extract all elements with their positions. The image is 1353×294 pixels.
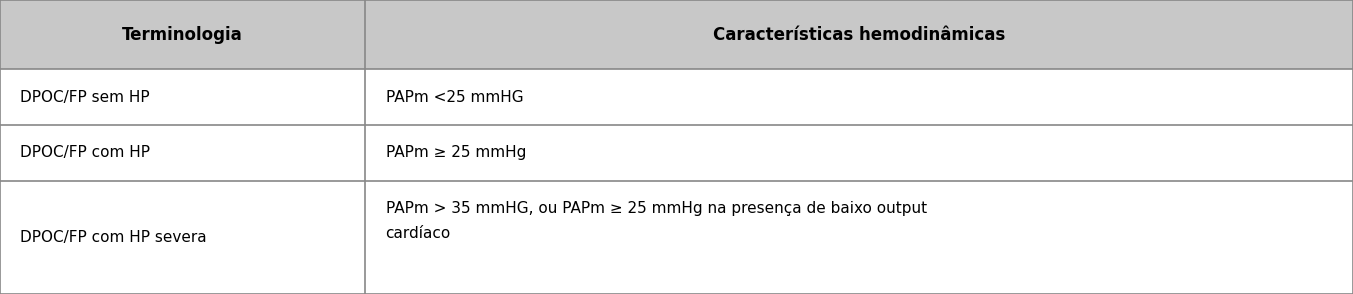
Text: DPOC/FP com HP: DPOC/FP com HP: [20, 145, 150, 161]
Text: DPOC/FP sem HP: DPOC/FP sem HP: [20, 89, 150, 105]
Bar: [0, 69, 365, 125]
Text: Terminologia: Terminologia: [122, 26, 244, 44]
Text: Características hemodinâmicas: Características hemodinâmicas: [713, 26, 1005, 44]
Bar: [365, 125, 1353, 181]
Text: DPOC/FP com HP severa: DPOC/FP com HP severa: [20, 230, 207, 245]
Bar: [0, 181, 365, 294]
Bar: [365, 69, 1353, 125]
Bar: [0, 125, 365, 181]
Text: PAPm > 35 mmHG, ou PAPm ≥ 25 mmHg na presença de baixo output
cardíaco: PAPm > 35 mmHG, ou PAPm ≥ 25 mmHg na pre…: [386, 201, 927, 241]
Text: PAPm <25 mmHG: PAPm <25 mmHG: [386, 89, 524, 105]
Text: PAPm ≥ 25 mmHg: PAPm ≥ 25 mmHg: [386, 145, 526, 161]
Bar: [365, 0, 1353, 69]
Bar: [365, 181, 1353, 294]
Bar: [0, 0, 365, 69]
